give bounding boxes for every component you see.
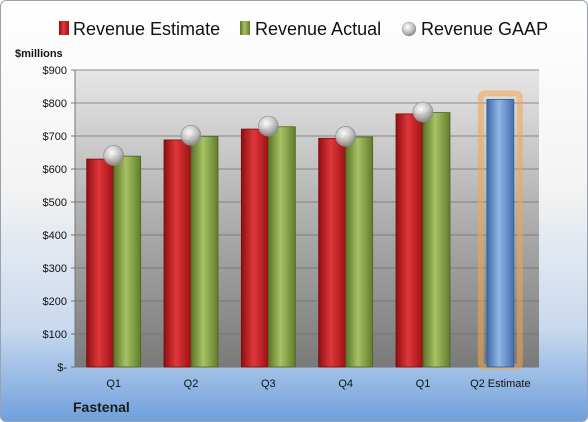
x-tick-label: Q1 [416,378,431,390]
x-tick-label: Q1 [106,378,121,390]
revenue-gaap-marker [180,125,202,146]
y-tick-label: $700 [43,131,67,143]
q2-estimate-bar [486,98,515,368]
legend-revenue-estimate: Revenue Estimate [59,19,220,39]
legend: Revenue Estimate Revenue Actual Revenue … [59,19,548,39]
bars [86,90,523,371]
x-tick-label: Q2 [184,378,199,390]
x-tick-label: Q3 [261,378,276,390]
revenue-estimate-bar [86,158,115,368]
revenue-estimate-bar [318,137,347,368]
revenue-actual-bar [267,126,296,368]
legend-gaap-label: Revenue GAAP [421,19,548,39]
legend-gaap-marker [401,21,417,37]
y-tick-label: $100 [43,329,67,341]
revenue-actual-bar [113,155,142,368]
revenue-actual-bar [190,135,219,368]
legend-actual-swatch [240,21,250,35]
y-tick-label: $600 [43,164,67,176]
x-axis-ticks: Q1 Q2 Q3 Q4 Q1 Q2 Estimate [106,378,530,390]
y-tick-label: $- [57,362,67,374]
revenue-actual-bar [345,136,374,368]
gaap-markers [103,101,434,166]
revenue-gaap-marker [412,101,434,123]
revenue-gaap-marker [103,145,124,166]
x-tick-label: Q2 Estimate [470,378,531,390]
legend-estimate-label: Revenue Estimate [73,19,220,39]
y-axis-unit-label: $millions [15,48,63,60]
y-tick-label: $500 [43,197,67,209]
y-tick-label: $800 [43,98,67,110]
legend-revenue-gaap: Revenue GAAP [401,19,548,39]
company-name: Fastenal [73,399,130,415]
legend-actual-label: Revenue Actual [255,19,381,39]
x-tick-label: Q4 [338,378,353,390]
plot-area [75,70,539,367]
revenue-actual-bar [422,112,451,368]
y-tick-label: $900 [43,65,67,77]
y-tick-label: $200 [43,296,67,308]
gridlines [71,69,539,368]
y-axis-ticks: $- $100 $200 $300 $400 $500 $600 $700 $800 $900 [43,65,68,374]
y-tick-label: $400 [43,230,67,242]
y-tick-label: $300 [43,263,67,275]
revenue-estimate-bar [240,128,269,368]
revenue-estimate-bar [395,113,424,368]
revenue-gaap-marker [335,126,356,147]
legend-estimate-swatch [59,21,69,35]
legend-revenue-actual: Revenue Actual [240,19,381,39]
revenue-estimate-bar [163,139,192,368]
revenue-gaap-marker [258,115,279,137]
